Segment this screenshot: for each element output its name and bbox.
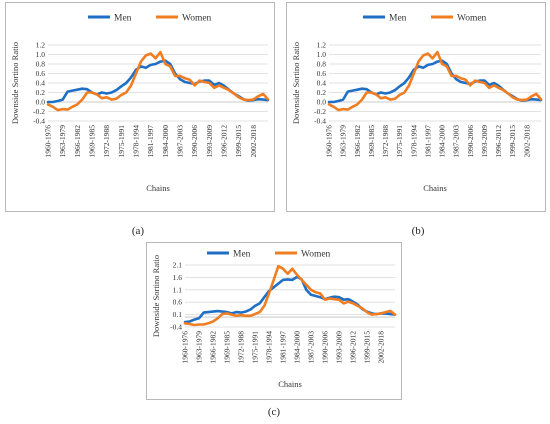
x-tick-label: 1960-1976 [325, 125, 334, 158]
x-tick-label: 1963-1979 [339, 125, 348, 158]
x-tick-label: 2002-2018 [522, 125, 531, 158]
y-tick-label: 1.6 [173, 273, 183, 282]
chart-panel-b: -0.4 -0.2 0.0 0.2 0.4 0.6 0.8 1.0 1.2 1960-1976 19… [286, 2, 546, 212]
x-tick-label: 1972-1988 [381, 125, 390, 158]
x-tick-label: 1963-1979 [58, 125, 67, 158]
y-tick-label: 0.1 [173, 310, 183, 319]
legend-label-men: Men [389, 14, 407, 24]
y-tick-label: 1.0 [36, 50, 46, 59]
series-line-women [46, 50, 270, 112]
x-tick-label: 1972-1988 [102, 125, 111, 158]
legend-label-women: Women [182, 14, 212, 24]
x-axis-title: Chains [423, 183, 447, 193]
x-tick-label: 1981-1997 [423, 125, 432, 158]
y-tick-label: -0.2 [314, 107, 326, 116]
x-tick-label: 1966-1982 [209, 331, 218, 364]
y-tick-label: 0.6 [36, 69, 46, 78]
panel-label-c: (c) [267, 406, 281, 418]
x-tick-label: 1999-2015 [508, 125, 517, 158]
legend-label-women: Women [301, 250, 331, 260]
x-tick-label: 1996-2012 [349, 331, 358, 364]
y-axis-title: Downside Sortino Ratio [151, 255, 161, 337]
x-tick-label: 1990-2006 [466, 125, 475, 158]
x-tick-label: 1987-2003 [176, 125, 185, 158]
series-line-women [183, 264, 397, 327]
x-tick-label: 1990-2006 [321, 331, 330, 364]
x-tick-label: 1960-1976 [44, 125, 53, 158]
y-tick-label: 0.8 [36, 60, 46, 69]
chart-a: -0.4-0.20.00.20.40.60.81.01.2 1960-1976 19… [10, 14, 270, 193]
x-tick-label: 2002-2018 [377, 331, 386, 364]
y-tick-label: 1.2 [317, 41, 327, 50]
y-tick-label: -0.2 [33, 107, 45, 116]
x-tick-label: 1969-1985 [367, 125, 376, 158]
chart-c: -0.4 0.1 0.6 1.1 1.6 2.1 1960-1976 1963-1979 196… [151, 250, 397, 389]
x-tick-label: 1984-2000 [438, 125, 447, 158]
y-tick-label: 2.1 [173, 261, 183, 270]
y-tick-label: 0.4 [36, 79, 46, 88]
legend-label-women: Women [457, 14, 487, 24]
y-tick-label: 0.2 [317, 88, 327, 97]
x-tick-label: 1981-1997 [146, 125, 155, 158]
y-tick-label: 0.4 [317, 79, 327, 88]
x-tick-label: 1987-2003 [452, 125, 461, 158]
y-axis-title: Downside Sortino Ratio [291, 42, 301, 124]
y-tick-label: 1.2 [36, 41, 46, 50]
y-tick-label: 0.0 [36, 98, 46, 107]
legend-label-men: Men [114, 14, 132, 24]
y-tick-label: 1.1 [173, 285, 183, 294]
x-tick-label: 1975-1991 [117, 125, 126, 158]
chart-panel-c: -0.4 0.1 0.6 1.1 1.6 2.1 1960-1976 1963-1979 196… [146, 242, 402, 400]
x-tick-label: 2002-2018 [249, 125, 258, 158]
x-tick-label: 1978-1994 [132, 125, 141, 158]
chart-b: -0.4-0.20.00.20.40.60.81.01.2 1960-1976 19… [291, 14, 543, 193]
x-tick-label: 1972-1988 [237, 331, 246, 364]
y-tick-label: 0.6 [317, 69, 327, 78]
x-tick-label: 1963-1979 [195, 331, 204, 364]
y-tick-label: -0.4 [170, 323, 182, 332]
x-tick-label: 1969-1985 [223, 331, 232, 364]
x-tick-label: 1984-2000 [293, 331, 302, 364]
x-tick-label: 1996-2012 [494, 125, 503, 158]
chart-panel-a: -0.4 -0.2 0.0 0.2 0.4 0.6 0.8 1.0 1.2 1960-1976 19… [5, 2, 275, 212]
x-tick-label: 1999-2015 [363, 331, 372, 364]
x-tick-label: 1984-2000 [161, 125, 170, 158]
x-tick-label: 1960-1976 [181, 331, 190, 364]
x-tick-label: 1978-1994 [265, 331, 274, 364]
x-tick-label: 1981-1997 [279, 331, 288, 364]
x-tick-label: 1966-1982 [353, 125, 362, 158]
y-tick-label: 0.8 [317, 60, 327, 69]
x-tick-label: 1993-2009 [480, 125, 489, 158]
x-tick-label: 1990-2006 [190, 125, 199, 158]
series-line-women [327, 50, 543, 112]
x-tick-label: 1987-2003 [307, 331, 316, 364]
y-tick-label: -0.4 [33, 117, 45, 126]
panel-label-b: (b) [411, 225, 425, 237]
x-tick-label: 1993-2009 [205, 125, 214, 158]
x-tick-label: 1978-1994 [409, 125, 418, 158]
y-tick-label: 1.0 [317, 50, 327, 59]
x-tick-label: 1966-1982 [73, 125, 82, 158]
x-tick-label: 1996-2012 [220, 125, 229, 158]
legend-label-men: Men [233, 250, 251, 260]
panel-label-a: (a) [131, 225, 145, 237]
x-tick-label: 1975-1991 [251, 331, 260, 364]
y-tick-label: 0.0 [317, 98, 327, 107]
y-tick-label: -0.4 [314, 117, 326, 126]
x-tick-label: 1999-2015 [234, 125, 243, 158]
y-tick-label: 0.2 [36, 88, 46, 97]
x-tick-label: 1969-1985 [88, 125, 97, 158]
y-axis-title: Downside Sortino Ratio [10, 42, 20, 124]
x-tick-label: 1975-1991 [395, 125, 404, 158]
x-axis-title: Chains [278, 379, 302, 389]
x-axis-title: Chains [146, 183, 170, 193]
x-tick-label: 1993-2009 [335, 331, 344, 364]
y-tick-label: 0.6 [173, 298, 183, 307]
series-line-men [183, 275, 397, 324]
